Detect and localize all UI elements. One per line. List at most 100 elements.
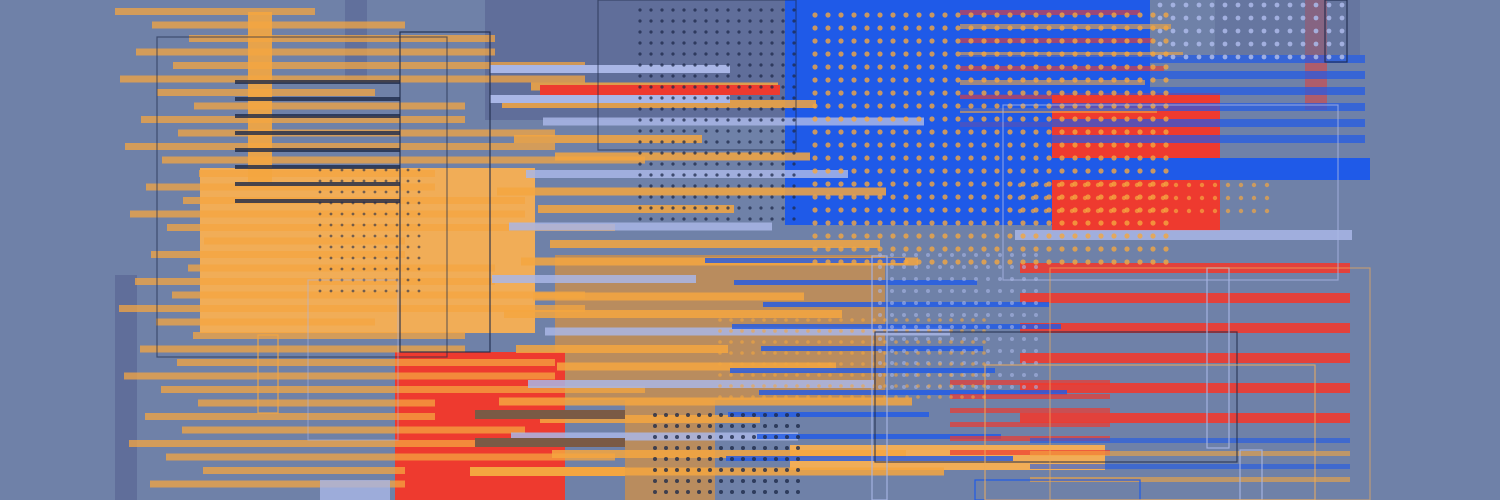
dot (671, 118, 675, 122)
mid-stripe (557, 362, 836, 371)
dot (1082, 208, 1088, 214)
dot (660, 217, 664, 221)
dot (903, 207, 909, 213)
dot (686, 446, 690, 450)
dot (1222, 28, 1228, 34)
dot (890, 129, 896, 135)
dot (1007, 25, 1013, 31)
mid-stripe (526, 170, 848, 178)
dot (729, 329, 733, 333)
dot (877, 129, 883, 135)
dot (968, 129, 974, 135)
orange-stripe (145, 413, 435, 420)
dot (726, 107, 730, 111)
dot (890, 90, 896, 96)
dot (927, 362, 931, 366)
dot (395, 201, 399, 205)
dot (1196, 15, 1202, 21)
dot (1072, 90, 1078, 96)
dot (719, 479, 723, 483)
dot (890, 259, 896, 265)
dot (955, 38, 961, 44)
dot (1137, 129, 1143, 135)
dot (955, 90, 961, 96)
dot (1121, 182, 1127, 188)
dot (1313, 15, 1319, 21)
dot (1111, 38, 1117, 44)
dot (1111, 64, 1117, 70)
dot (737, 30, 741, 34)
dot (955, 259, 961, 265)
dot (737, 8, 741, 12)
dot (792, 151, 796, 155)
dot (1199, 182, 1205, 188)
dot (942, 220, 948, 226)
dot (998, 265, 1002, 269)
dot (693, 140, 697, 144)
blue-stripe (759, 390, 1067, 395)
mid-stripe (555, 152, 810, 161)
lower-right-stripe (1030, 438, 1350, 443)
orange-stripe (125, 143, 555, 150)
orange-stripe (161, 386, 645, 393)
dot (638, 85, 642, 89)
dot (740, 340, 744, 344)
dot (682, 41, 686, 45)
dot (318, 289, 322, 293)
dot (1235, 15, 1241, 21)
dot (1248, 41, 1254, 47)
dot (883, 384, 887, 388)
dot (362, 223, 366, 227)
dot (773, 318, 777, 322)
dot (737, 96, 741, 100)
dot (1196, 28, 1202, 34)
dot (955, 181, 961, 187)
dot (890, 142, 896, 148)
dot (763, 435, 767, 439)
dot (1007, 220, 1013, 226)
dot (759, 41, 763, 45)
dot (994, 246, 1000, 252)
dot (373, 234, 377, 238)
dot (417, 201, 421, 205)
dot (704, 19, 708, 23)
dot (693, 41, 697, 45)
dot (1098, 246, 1104, 252)
dot (373, 212, 377, 216)
dot (682, 63, 686, 67)
dot (395, 190, 399, 194)
dot (726, 96, 730, 100)
dot (649, 162, 653, 166)
dot (968, 25, 974, 31)
dot (968, 64, 974, 70)
dot (1022, 349, 1026, 353)
dot (877, 12, 883, 18)
dot (850, 340, 854, 344)
dot (1209, 15, 1215, 21)
dot (726, 173, 730, 177)
dot (1072, 64, 1078, 70)
dot (950, 265, 954, 269)
dot (902, 277, 906, 281)
dot (1059, 220, 1065, 226)
dot (938, 325, 942, 329)
dot (1264, 182, 1270, 188)
dot (1059, 25, 1065, 31)
dot (762, 362, 766, 366)
dot (1059, 90, 1065, 96)
dot (384, 267, 388, 271)
dot (406, 278, 410, 282)
dot (729, 362, 733, 366)
dot (838, 12, 844, 18)
dot (986, 265, 990, 269)
dot (351, 168, 355, 172)
dot (373, 245, 377, 249)
dot (417, 256, 421, 260)
orange-stripe (172, 291, 585, 299)
dot (974, 277, 978, 281)
dot (726, 217, 730, 221)
dot (1137, 259, 1143, 265)
dot (960, 340, 964, 344)
dot (792, 74, 796, 78)
